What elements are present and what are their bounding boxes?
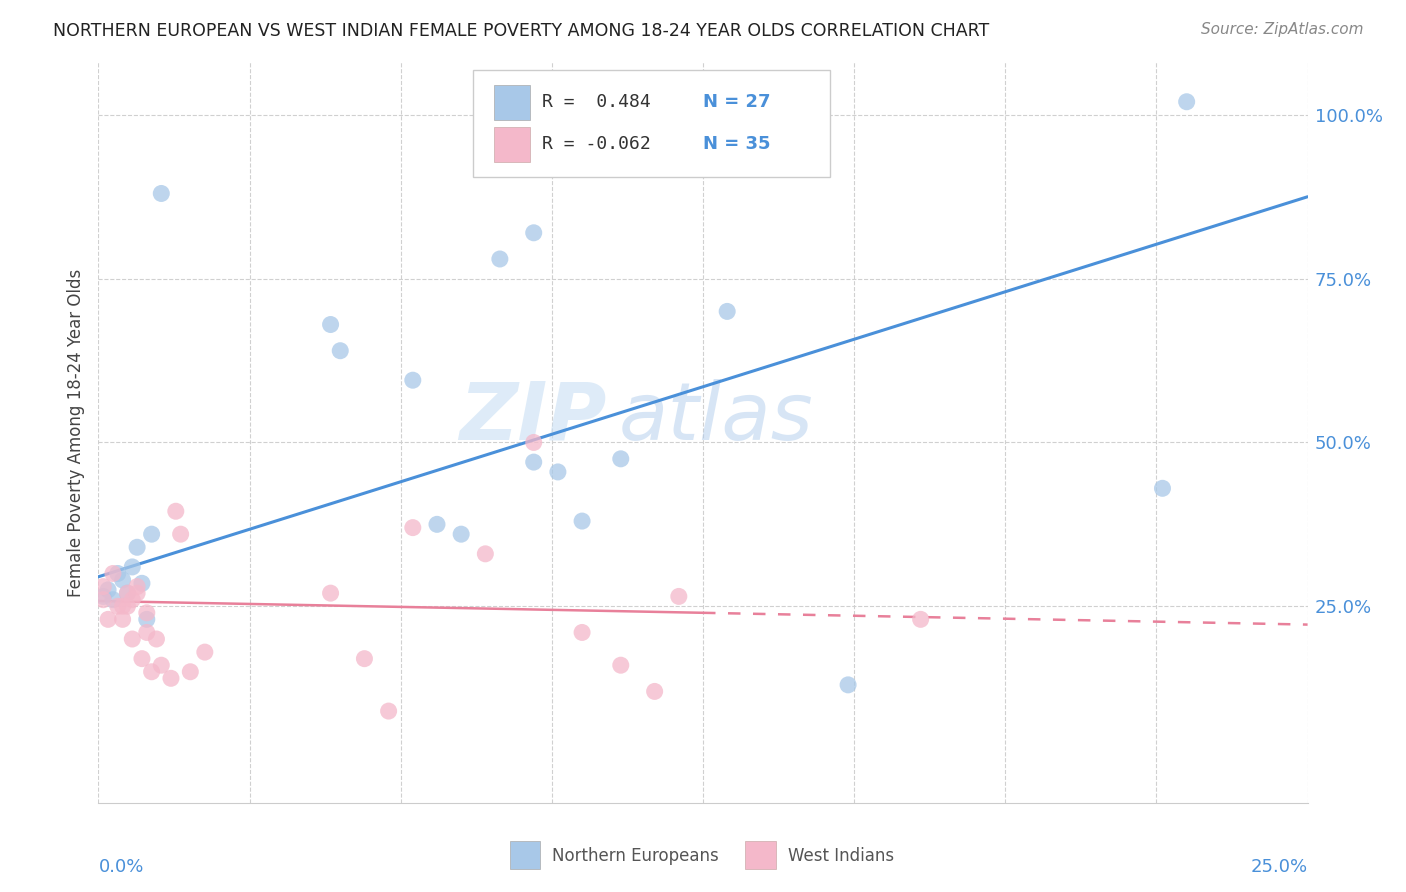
Point: [97, 612, 120, 626]
Bar: [494, 85, 530, 120]
Point: [135, 625, 157, 640]
FancyBboxPatch shape: [474, 70, 830, 178]
Point: [127, 580, 149, 594]
Point: [644, 684, 666, 698]
Point: [571, 625, 593, 640]
Point: [353, 651, 375, 665]
Point: [610, 451, 633, 466]
Point: [329, 343, 352, 358]
Point: [97, 582, 120, 597]
Point: [402, 373, 425, 387]
Point: [194, 645, 217, 659]
Point: [121, 592, 143, 607]
Point: [121, 632, 143, 646]
Point: [107, 566, 129, 581]
Bar: [509, 841, 540, 870]
Point: [141, 527, 163, 541]
Point: [319, 586, 342, 600]
Point: [547, 465, 569, 479]
Point: [91, 590, 114, 604]
Point: [474, 547, 496, 561]
Point: [117, 599, 139, 614]
Point: [91, 580, 114, 594]
Point: [1175, 95, 1198, 109]
Point: [150, 658, 173, 673]
Point: [523, 435, 546, 450]
Point: [150, 186, 173, 201]
Point: [101, 592, 124, 607]
Point: [523, 226, 546, 240]
Text: N = 27: N = 27: [703, 93, 770, 111]
Bar: [494, 127, 530, 162]
Point: [131, 651, 153, 665]
Point: [450, 527, 472, 541]
Text: R = -0.062: R = -0.062: [543, 135, 651, 153]
Point: [107, 599, 129, 614]
Point: [121, 560, 143, 574]
Text: Source: ZipAtlas.com: Source: ZipAtlas.com: [1201, 22, 1364, 37]
Text: Northern Europeans: Northern Europeans: [551, 847, 718, 865]
Point: [131, 576, 153, 591]
Text: 25.0%: 25.0%: [1250, 858, 1308, 876]
Text: West Indians: West Indians: [787, 847, 894, 865]
Point: [179, 665, 201, 679]
Point: [165, 504, 187, 518]
Text: 0.0%: 0.0%: [98, 858, 143, 876]
Point: [117, 586, 139, 600]
Point: [571, 514, 593, 528]
Point: [319, 318, 342, 332]
Y-axis label: Female Poverty Among 18-24 Year Olds: Female Poverty Among 18-24 Year Olds: [66, 268, 84, 597]
Point: [145, 632, 167, 646]
Point: [101, 566, 124, 581]
Point: [111, 599, 134, 614]
Point: [837, 678, 859, 692]
Point: [111, 573, 134, 587]
Point: [127, 541, 149, 555]
Text: ZIP: ZIP: [458, 379, 606, 457]
Point: [489, 252, 512, 266]
Point: [111, 612, 134, 626]
Point: [127, 586, 149, 600]
Text: N = 35: N = 35: [703, 135, 770, 153]
Point: [523, 455, 546, 469]
Point: [910, 612, 932, 626]
Point: [1152, 481, 1174, 495]
Text: atlas: atlas: [619, 379, 813, 457]
Point: [610, 658, 633, 673]
Text: NORTHERN EUROPEAN VS WEST INDIAN FEMALE POVERTY AMONG 18-24 YEAR OLDS CORRELATIO: NORTHERN EUROPEAN VS WEST INDIAN FEMALE …: [53, 22, 990, 40]
Point: [426, 517, 449, 532]
Point: [91, 592, 114, 607]
Point: [135, 612, 157, 626]
Point: [135, 606, 157, 620]
Bar: [745, 841, 776, 870]
Point: [141, 665, 163, 679]
Point: [169, 527, 191, 541]
Point: [117, 586, 139, 600]
Point: [668, 590, 690, 604]
Text: R =  0.484: R = 0.484: [543, 93, 651, 111]
Point: [377, 704, 399, 718]
Point: [716, 304, 738, 318]
Point: [402, 521, 425, 535]
Point: [160, 671, 183, 685]
